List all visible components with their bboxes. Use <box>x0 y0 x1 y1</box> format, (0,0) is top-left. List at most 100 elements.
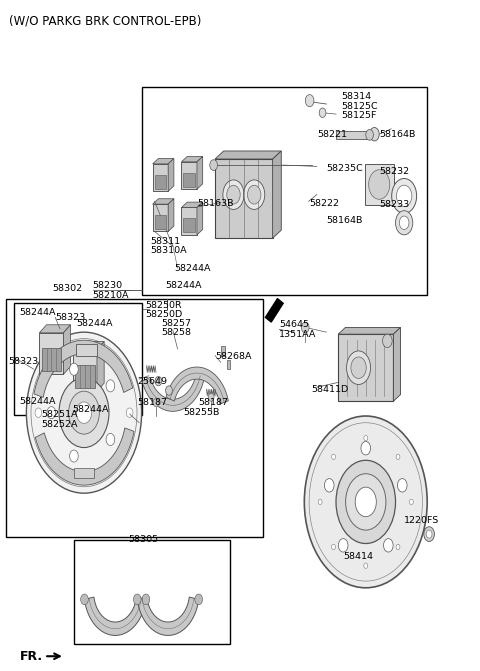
Circle shape <box>424 527 434 541</box>
Circle shape <box>370 127 379 141</box>
Circle shape <box>70 450 78 462</box>
Bar <box>153 164 168 191</box>
Circle shape <box>35 408 42 417</box>
Circle shape <box>364 563 368 568</box>
Circle shape <box>396 544 400 550</box>
Text: (W/O PARKG BRK CONTROL-EPB): (W/O PARKG BRK CONTROL-EPB) <box>9 15 201 28</box>
Text: 58244A: 58244A <box>19 307 56 317</box>
Circle shape <box>126 408 133 417</box>
Text: 58125C: 58125C <box>341 101 377 111</box>
Circle shape <box>426 530 432 538</box>
Bar <box>74 468 94 478</box>
Circle shape <box>227 185 240 204</box>
Polygon shape <box>34 340 132 397</box>
Circle shape <box>336 460 396 544</box>
Text: 58311: 58311 <box>151 237 181 246</box>
Text: 58164B: 58164B <box>379 130 416 139</box>
Text: 58244A: 58244A <box>175 264 211 273</box>
Circle shape <box>332 544 336 550</box>
Text: 58250R: 58250R <box>145 301 181 310</box>
Circle shape <box>383 334 392 348</box>
Polygon shape <box>168 199 174 231</box>
Text: 58268A: 58268A <box>215 352 252 362</box>
Text: 58250D: 58250D <box>145 309 182 319</box>
Circle shape <box>392 178 417 213</box>
Bar <box>74 540 230 644</box>
Circle shape <box>324 478 334 492</box>
Text: 58232: 58232 <box>379 167 409 176</box>
Circle shape <box>355 487 376 517</box>
Bar <box>75 365 95 388</box>
Text: 58414: 58414 <box>343 552 373 562</box>
Text: 58210A: 58210A <box>93 291 129 300</box>
Circle shape <box>318 499 322 505</box>
Polygon shape <box>215 151 281 159</box>
Polygon shape <box>168 158 174 191</box>
Circle shape <box>47 407 56 419</box>
Text: 58163B: 58163B <box>197 199 233 209</box>
Bar <box>215 159 273 238</box>
Circle shape <box>319 108 326 117</box>
Circle shape <box>69 391 99 434</box>
Polygon shape <box>153 158 174 164</box>
Circle shape <box>369 170 390 199</box>
Circle shape <box>106 380 115 392</box>
Text: 58187: 58187 <box>137 398 167 407</box>
Text: 1351AA: 1351AA <box>279 329 317 339</box>
Circle shape <box>210 160 217 170</box>
Circle shape <box>332 454 336 460</box>
Circle shape <box>70 363 78 375</box>
Circle shape <box>366 130 373 140</box>
Circle shape <box>248 185 261 204</box>
Polygon shape <box>181 156 203 162</box>
Bar <box>181 162 197 189</box>
Circle shape <box>133 594 141 605</box>
Polygon shape <box>36 428 134 485</box>
Circle shape <box>396 211 413 235</box>
Circle shape <box>396 454 400 460</box>
Text: 58252A: 58252A <box>42 419 78 429</box>
Text: 58251A: 58251A <box>42 410 78 419</box>
Circle shape <box>59 378 109 448</box>
Polygon shape <box>39 325 71 333</box>
Text: 58323: 58323 <box>9 357 39 366</box>
Text: 58411D: 58411D <box>311 384 348 394</box>
Text: 58302: 58302 <box>52 284 82 293</box>
Bar <box>76 344 97 356</box>
Polygon shape <box>273 151 281 238</box>
Bar <box>73 350 97 391</box>
Bar <box>227 360 230 369</box>
Polygon shape <box>394 327 400 401</box>
Circle shape <box>195 594 203 605</box>
Circle shape <box>244 180 265 209</box>
Bar <box>365 164 394 205</box>
Circle shape <box>351 357 366 378</box>
Circle shape <box>361 442 371 455</box>
Bar <box>39 333 63 374</box>
Text: 54645: 54645 <box>279 320 309 329</box>
Circle shape <box>364 435 368 441</box>
Text: 58244A: 58244A <box>76 319 112 328</box>
Circle shape <box>142 594 150 605</box>
Polygon shape <box>197 202 203 235</box>
Text: FR.: FR. <box>20 650 43 663</box>
Polygon shape <box>73 342 104 350</box>
Polygon shape <box>166 367 228 404</box>
Text: 58310A: 58310A <box>151 246 187 255</box>
Polygon shape <box>63 325 71 374</box>
Circle shape <box>346 474 386 530</box>
Polygon shape <box>97 342 104 391</box>
Polygon shape <box>338 327 400 334</box>
Text: 58244A: 58244A <box>166 280 202 290</box>
Circle shape <box>155 376 162 386</box>
Circle shape <box>166 386 172 395</box>
Polygon shape <box>265 299 283 322</box>
Polygon shape <box>197 156 203 189</box>
Circle shape <box>338 539 348 552</box>
Circle shape <box>208 393 214 401</box>
Polygon shape <box>137 597 199 635</box>
Text: 1220FS: 1220FS <box>404 515 439 525</box>
Circle shape <box>81 344 87 354</box>
Circle shape <box>106 433 115 446</box>
Polygon shape <box>84 597 146 635</box>
